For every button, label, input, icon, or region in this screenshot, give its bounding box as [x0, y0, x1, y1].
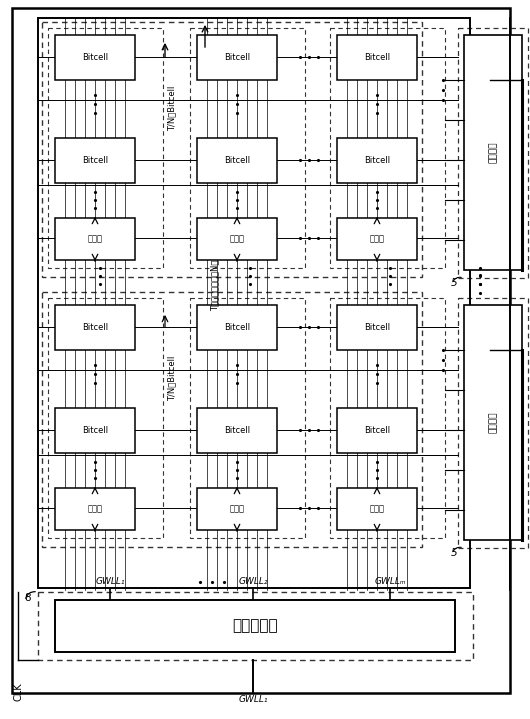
Text: 感应器: 感应器: [87, 505, 102, 513]
Text: GWLL₁: GWLL₁: [95, 577, 125, 587]
Text: T个存储单元分成N组: T个存储单元分成N组: [210, 260, 219, 311]
Text: Bitcell: Bitcell: [224, 156, 250, 165]
Text: 5: 5: [450, 548, 457, 558]
Text: 感应器: 感应器: [229, 505, 244, 513]
Bar: [337, 35, 417, 80]
Bar: [464, 305, 522, 540]
Bar: [464, 35, 522, 270]
Text: Bitcell: Bitcell: [364, 426, 390, 435]
Text: Bitcell: Bitcell: [224, 53, 250, 62]
Bar: [458, 298, 528, 548]
Bar: [55, 488, 135, 530]
Text: GWLL₁: GWLL₁: [238, 695, 268, 705]
Bar: [337, 488, 417, 530]
Bar: [38, 592, 473, 660]
Bar: [197, 138, 277, 183]
Text: Bitcell: Bitcell: [224, 426, 250, 435]
Bar: [337, 138, 417, 183]
Text: 感应器: 感应器: [369, 234, 384, 244]
Bar: [190, 28, 305, 268]
Text: 感应器: 感应器: [229, 234, 244, 244]
Bar: [330, 298, 445, 538]
Bar: [337, 218, 417, 260]
Text: T/N个Bitcell: T/N个Bitcell: [167, 355, 176, 400]
Text: 列选择器: 列选择器: [489, 141, 498, 162]
Bar: [48, 298, 163, 538]
Text: Bitcell: Bitcell: [82, 156, 108, 165]
Bar: [55, 305, 135, 350]
Bar: [330, 28, 445, 268]
Text: Bitcell: Bitcell: [364, 323, 390, 332]
Text: 感应器: 感应器: [87, 234, 102, 244]
Text: 5: 5: [450, 278, 457, 288]
Bar: [55, 138, 135, 183]
Text: 8: 8: [25, 593, 31, 603]
Text: Bitcell: Bitcell: [82, 323, 108, 332]
Bar: [197, 305, 277, 350]
Bar: [55, 218, 135, 260]
Text: 感应器: 感应器: [369, 505, 384, 513]
Bar: [197, 488, 277, 530]
Bar: [55, 408, 135, 453]
Bar: [48, 28, 163, 268]
Text: GWLL₂: GWLL₂: [238, 577, 268, 587]
Bar: [197, 35, 277, 80]
Text: T/N个Bitcell: T/N个Bitcell: [167, 86, 176, 131]
Text: Bitcell: Bitcell: [82, 426, 108, 435]
Text: Bitcell: Bitcell: [364, 156, 390, 165]
Text: CLK: CLK: [13, 682, 23, 701]
Bar: [55, 600, 455, 652]
Text: Bitcell: Bitcell: [82, 53, 108, 62]
Text: 地址译码器: 地址译码器: [232, 618, 278, 633]
Bar: [38, 18, 470, 588]
Bar: [55, 35, 135, 80]
Text: Bitcell: Bitcell: [364, 53, 390, 62]
Text: 列选择器: 列选择器: [489, 411, 498, 433]
Bar: [337, 408, 417, 453]
Bar: [42, 292, 422, 547]
Bar: [190, 298, 305, 538]
Text: Bitcell: Bitcell: [224, 323, 250, 332]
Bar: [42, 22, 422, 277]
Bar: [197, 218, 277, 260]
Bar: [337, 305, 417, 350]
Bar: [458, 28, 528, 278]
Bar: [197, 408, 277, 453]
Text: GWLLₘ: GWLLₘ: [374, 577, 406, 587]
